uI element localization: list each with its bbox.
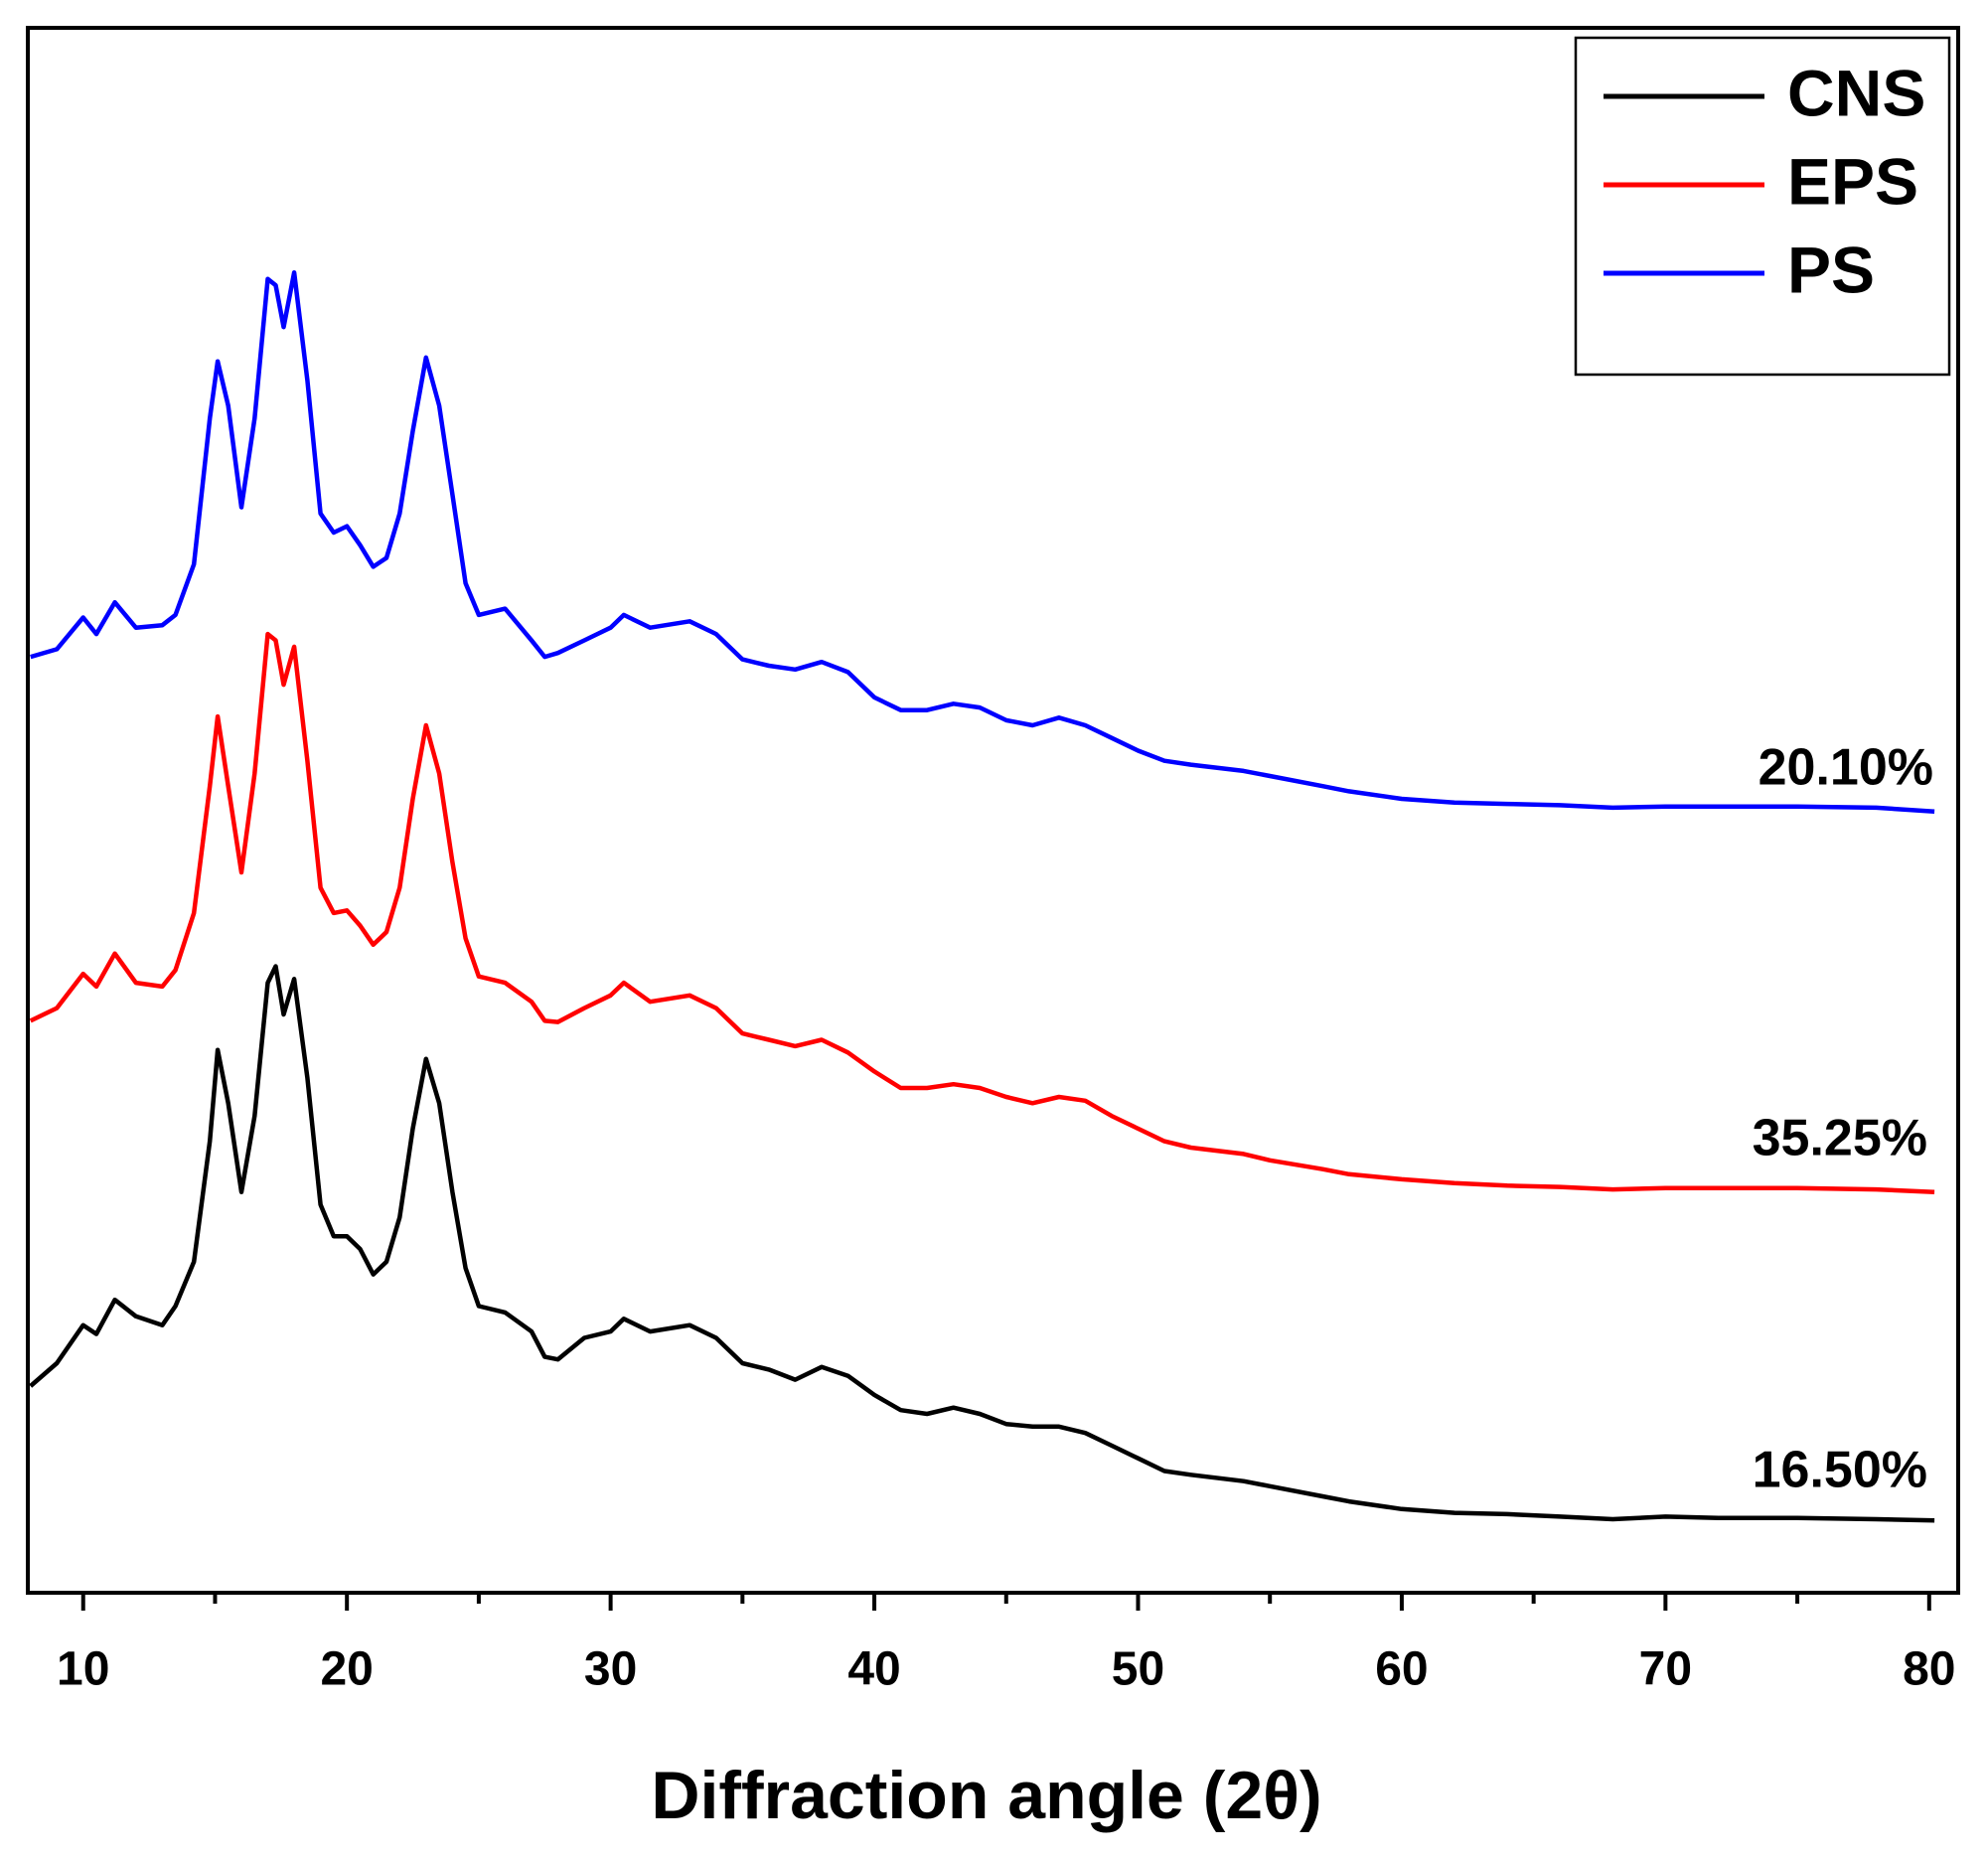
x-tick-label: 40 [847,1643,900,1696]
x-tick-label: 60 [1375,1643,1428,1696]
x-axis-label: Diffraction angle (2θ) [651,1758,1321,1833]
x-tick-label: 70 [1639,1643,1692,1696]
x-tick-label: 80 [1903,1643,1955,1696]
legend-label: CNS [1787,56,1925,129]
annotation: 20.10% [1759,739,1933,797]
legend-label: PS [1787,233,1875,306]
x-tick-label: 10 [57,1643,109,1696]
data-line [29,631,1935,1194]
annotation: 35.25% [1753,1110,1927,1167]
data-line [30,270,1935,815]
annotation: 16.50% [1753,1442,1927,1499]
plot-frame [26,26,1960,1595]
x-tick-label: 30 [584,1643,637,1696]
x-tick-label: 20 [320,1643,373,1696]
legend-label: EPS [1787,144,1918,218]
data-line [29,964,1935,1523]
x-tick-label: 50 [1112,1643,1164,1696]
